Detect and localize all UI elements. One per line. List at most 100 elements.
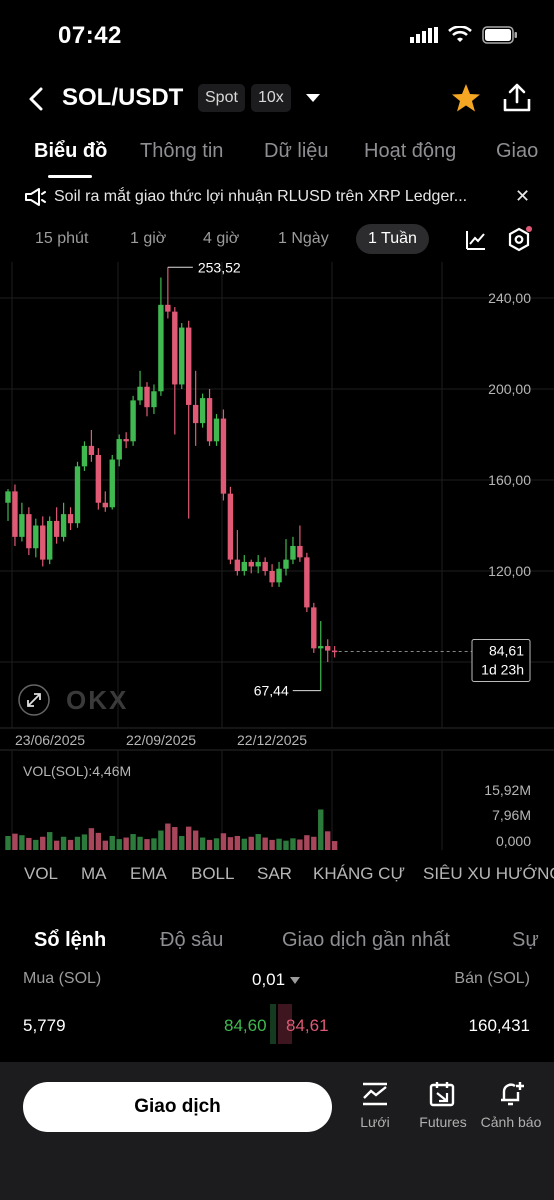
interval-1w[interactable]: 1 Tuần [356, 224, 429, 254]
candle-body [47, 520, 53, 560]
wifi-icon [448, 26, 472, 42]
candle-body [165, 304, 171, 312]
current-price-box [471, 639, 531, 683]
grid-bot-button[interactable]: Lưới [340, 1080, 410, 1130]
close-icon[interactable]: ✕ [515, 186, 531, 206]
signal-icon [410, 27, 438, 43]
bid-price: 84,60 [224, 1016, 267, 1035]
orderbook-row[interactable]: 5,779 84,60 84,61 160,431 [0, 1004, 554, 1044]
candle-body [186, 327, 192, 405]
volume-bar [158, 830, 164, 850]
futures-calendar-icon [429, 1082, 455, 1107]
price-axis-label: 160,00 [488, 472, 531, 488]
candle-body [318, 646, 324, 649]
volume-bar [241, 838, 247, 850]
volume-bar [325, 831, 331, 850]
back-arrow-icon[interactable] [26, 86, 48, 112]
interval-1d[interactable]: 1 Ngày [278, 230, 329, 247]
candle-body [325, 646, 331, 651]
tab-chart[interactable]: Biểu đồ [34, 140, 108, 162]
candle-body [67, 514, 74, 524]
futures-button[interactable]: Futures [408, 1080, 478, 1130]
main-tabs: Biểu đồ Thông tin Dữ liệu Hoạt động Giao [0, 140, 554, 180]
candle-body [74, 466, 81, 524]
tab-depth[interactable]: Độ sâu [160, 929, 224, 951]
candle-body [297, 545, 303, 558]
tab-info[interactable]: Thông tin [140, 140, 224, 162]
interval-15m[interactable]: 15 phút [35, 230, 89, 247]
caret-down-icon[interactable] [304, 92, 322, 104]
high-price-label: 253,52 [198, 262, 241, 275]
candle-body [33, 525, 39, 549]
volume-bar [172, 827, 178, 850]
futures-label: Futures [419, 1114, 467, 1130]
alerts-label: Cảnh báo [480, 1114, 542, 1130]
tab-data[interactable]: Dữ liệu [264, 140, 329, 162]
volume-bar [165, 823, 171, 850]
candle-body [262, 561, 268, 571]
indicator-chart-icon[interactable] [464, 228, 488, 252]
pair-title[interactable]: SOL/USDT [62, 84, 184, 111]
orderbook-tabs: Sổ lệnh Độ sâu Giao dịch gần nhất Sự [0, 925, 554, 959]
volume-bar [297, 839, 303, 850]
volume-bar [130, 834, 136, 850]
candle-body [81, 445, 88, 467]
grid-bot-label: Lưới [360, 1114, 390, 1130]
volume-bar [151, 838, 157, 850]
volume-title-label: VOL(SOL):4,46M [23, 763, 131, 779]
indicator-ema[interactable]: EMA [130, 864, 167, 883]
price-chart[interactable]: 240,00 200,00 160,00 120,00 23/06/2025 22/09/… [0, 262, 554, 852]
volume-bar [248, 836, 254, 850]
leverage-badge: 10x [251, 84, 291, 112]
volume-bar [227, 837, 234, 850]
date-axis-label: 22/09/2025 [126, 732, 196, 748]
interval-4h[interactable]: 4 giờ [203, 230, 240, 247]
ask-quantity: 160,431 [468, 1016, 530, 1035]
tab-orderbook[interactable]: Sổ lệnh [34, 929, 107, 951]
volume-bar [47, 832, 53, 850]
share-icon[interactable] [502, 82, 532, 114]
indicator-resistance[interactable]: KHÁNG CỰ [313, 864, 405, 883]
candle-body [248, 561, 254, 567]
volume-bar [137, 836, 143, 850]
trade-button[interactable]: Giao dịch [23, 1082, 332, 1132]
candle-body [95, 454, 102, 503]
expand-icon [27, 693, 41, 707]
news-banner[interactable]: Soil ra mắt giao thức lợi nhuận RLUSD tr… [0, 184, 554, 212]
indicator-sar[interactable]: SAR [257, 864, 292, 883]
price-axis-label: 200,00 [488, 381, 531, 397]
volume-bar [95, 832, 102, 850]
interval-1h[interactable]: 1 giờ [130, 230, 167, 247]
bid-depth-bar [270, 1004, 276, 1044]
candle-body [53, 520, 60, 537]
volume-bar [311, 836, 317, 850]
candle-body [304, 557, 310, 608]
settings-hex-icon[interactable] [506, 226, 532, 254]
tab-activity[interactable]: Hoạt động [364, 140, 457, 162]
volume-bar [102, 840, 108, 850]
volume-bar [318, 809, 324, 850]
current-price-label: 84,61 [489, 643, 524, 659]
candle-body [206, 398, 213, 442]
news-text: Soil ra mắt giao thức lợi nhuận RLUSD tr… [54, 188, 468, 205]
tick-size-select[interactable]: 0,01 [252, 970, 286, 989]
volume-bar [5, 835, 11, 850]
candle-body [116, 439, 122, 460]
indicator-supertrend[interactable]: SIÊU XU HƯỚNG [423, 864, 554, 883]
candle-body [88, 445, 95, 455]
volume-bar [179, 835, 185, 850]
alerts-button[interactable]: Cảnh báo [476, 1080, 546, 1130]
indicator-vol[interactable]: VOL [24, 864, 59, 883]
indicator-boll[interactable]: BOLL [191, 864, 235, 883]
indicator-ma[interactable]: MA [81, 864, 107, 883]
star-icon[interactable] [450, 82, 482, 114]
tab-recent-trades[interactable]: Giao dịch gần nhất [282, 929, 450, 951]
candle-body [213, 418, 220, 442]
caret-down-icon[interactable] [290, 977, 300, 984]
tab-more[interactable]: Sự [512, 929, 539, 951]
tab-trade[interactable]: Giao [496, 140, 539, 162]
megaphone-icon [25, 188, 46, 206]
volume-bar [26, 837, 32, 850]
volume-bar [269, 839, 275, 850]
ask-price: 84,61 [286, 1016, 329, 1035]
